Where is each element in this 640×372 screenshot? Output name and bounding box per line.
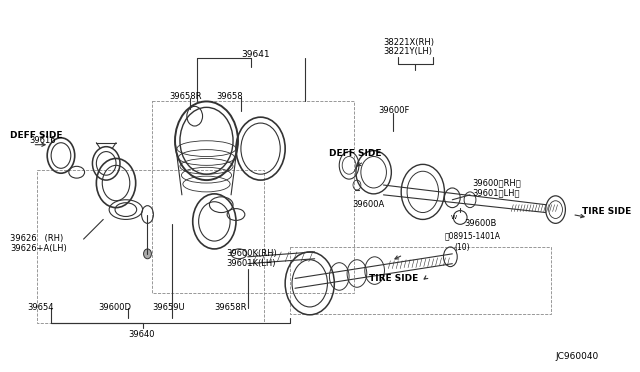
- Text: 39600〈RH〉: 39600〈RH〉: [472, 178, 521, 187]
- Text: DEFF SIDE: DEFF SIDE: [330, 149, 382, 158]
- Text: 39626+A(LH): 39626+A(LH): [10, 244, 67, 253]
- Text: (10): (10): [454, 243, 470, 252]
- Text: 39658R: 39658R: [169, 92, 202, 100]
- Text: 38221Y(LH): 38221Y(LH): [383, 47, 433, 56]
- Text: 39658: 39658: [216, 92, 243, 100]
- Text: W: W: [451, 215, 458, 220]
- Ellipse shape: [143, 249, 152, 259]
- Text: 39641: 39641: [241, 50, 269, 59]
- Bar: [290, 247, 550, 314]
- Text: 39600A: 39600A: [352, 200, 384, 209]
- Text: DEFF SIDE: DEFF SIDE: [10, 131, 62, 140]
- Text: 39640: 39640: [128, 330, 154, 339]
- Text: 39600K(RH): 39600K(RH): [226, 249, 277, 258]
- Text: 39600B: 39600B: [464, 219, 497, 228]
- Text: 39600F: 39600F: [379, 106, 410, 115]
- Text: 39626   (RH): 39626 (RH): [10, 234, 63, 243]
- Text: TIRE SIDE: TIRE SIDE: [582, 207, 632, 216]
- Bar: [37, 170, 264, 323]
- Bar: [152, 102, 354, 293]
- Text: 39658R: 39658R: [214, 303, 247, 312]
- Text: 39616: 39616: [29, 136, 56, 145]
- Text: Ⓦ08915-1401A: Ⓦ08915-1401A: [444, 231, 500, 240]
- Text: 39601〈LH〉: 39601〈LH〉: [472, 188, 520, 197]
- Text: 38221X(RH): 38221X(RH): [383, 38, 435, 46]
- Text: TIRE SIDE: TIRE SIDE: [369, 275, 418, 283]
- Text: 39601K(LH): 39601K(LH): [226, 259, 276, 268]
- Text: 39600D: 39600D: [99, 303, 131, 312]
- Text: JC960040: JC960040: [556, 352, 599, 361]
- Text: 39654: 39654: [28, 303, 54, 312]
- Text: 39659U: 39659U: [152, 303, 185, 312]
